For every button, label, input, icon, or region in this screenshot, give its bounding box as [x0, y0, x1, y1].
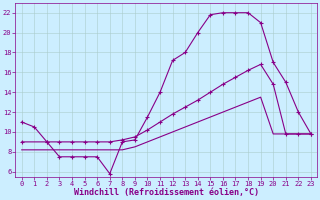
X-axis label: Windchill (Refroidissement éolien,°C): Windchill (Refroidissement éolien,°C)	[74, 188, 259, 197]
